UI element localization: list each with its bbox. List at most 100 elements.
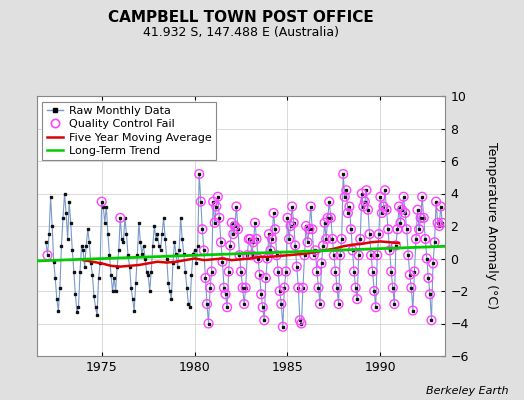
Point [263,255,271,262]
Point [229,231,237,237]
Point [417,215,425,221]
Point [334,301,343,307]
Point [413,206,422,213]
Point [362,187,370,194]
Point [356,236,365,242]
Point [427,317,435,324]
Point [291,242,299,249]
Point [365,231,374,237]
Point [330,252,338,258]
Point [407,284,416,291]
Point [260,317,268,324]
Point [196,198,205,205]
Point [333,284,341,291]
Point [248,252,256,258]
Point [255,272,264,278]
Point [399,194,408,200]
Point [296,317,304,324]
Point [302,223,310,229]
Point [314,284,323,291]
Point [337,236,346,242]
Point [328,236,336,242]
Point [342,187,351,194]
Point [319,242,328,249]
Point [243,252,252,258]
Point [294,284,302,291]
Point [266,247,275,254]
Point [221,291,230,298]
Point [325,198,333,205]
Y-axis label: Temperature Anomaly (°C): Temperature Anomaly (°C) [485,142,498,310]
Point [219,258,227,265]
Point [384,226,392,232]
Point [367,252,375,258]
Point [231,223,239,229]
Point [203,301,211,307]
Point [345,203,354,210]
Point [237,268,245,275]
Point [287,223,295,229]
Point [253,236,261,242]
Point [401,210,409,216]
Point [208,268,216,275]
Point [249,239,258,246]
Text: Berkeley Earth: Berkeley Earth [426,386,508,396]
Text: CAMPBELL TOWN POST OFFICE: CAMPBELL TOWN POST OFFICE [108,10,374,25]
Point [376,194,385,200]
Point [217,239,225,246]
Point [386,247,394,254]
Point [204,320,213,327]
Point [432,198,440,205]
Point [198,226,206,232]
Point [341,194,349,200]
Point [353,296,362,302]
Point [276,288,284,294]
Point [305,226,313,232]
Point [307,203,315,210]
Point [438,220,446,226]
Point [277,301,286,307]
Point [378,210,386,216]
Point [257,291,265,298]
Point [311,247,320,254]
Point [352,284,360,291]
Point [424,275,432,281]
Point [224,268,233,275]
Text: 41.932 S, 147.488 E (Australia): 41.932 S, 147.488 E (Australia) [143,26,339,39]
Point [404,252,412,258]
Point [212,203,221,210]
Point [195,171,203,177]
Point [283,215,292,221]
Point [347,226,355,232]
Point [361,198,369,205]
Point [313,268,321,275]
Point [215,215,224,221]
Point [214,194,222,200]
Point [258,304,267,310]
Point [409,307,417,314]
Point [265,231,273,237]
Point [370,288,378,294]
Point [226,242,234,249]
Point [390,301,399,307]
Point [402,226,411,232]
Point [200,247,208,254]
Point [389,284,397,291]
Point [254,255,263,262]
Point [368,268,377,275]
Point [423,255,431,262]
Point [348,247,357,254]
Point [323,215,332,221]
Point [43,252,52,258]
Point [430,239,439,246]
Point [310,252,318,258]
Point [211,220,219,226]
Point [339,171,347,177]
Point [235,252,244,258]
Point [280,284,289,291]
Point [418,194,427,200]
Point [238,284,247,291]
Point [435,223,443,229]
Point [261,275,270,281]
Point [285,236,293,242]
